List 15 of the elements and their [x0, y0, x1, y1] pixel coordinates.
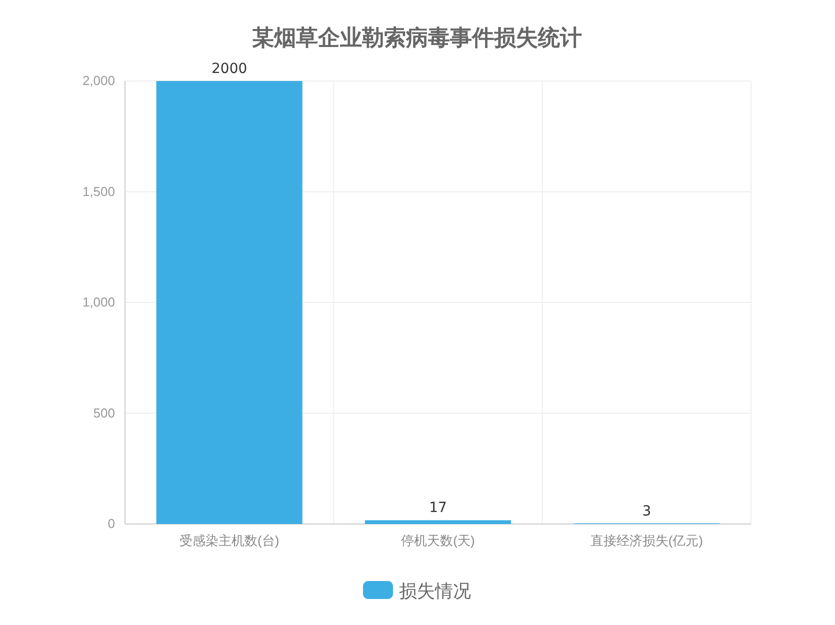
chart-title: 某烟草企业勒索病毒事件损失统计 [252, 25, 582, 51]
data-label: 3 [642, 503, 652, 520]
y-tick-label: 2,000 [82, 73, 115, 88]
legend-label: 损失情况 [399, 581, 471, 602]
y-tick-label: 0 [108, 516, 115, 532]
y-tick-label: 1,000 [82, 294, 115, 310]
y-tick-label: 500 [93, 405, 115, 420]
data-label: 2000 [212, 61, 248, 77]
x-tick-label: 受感染主机数(台) [179, 533, 280, 548]
x-tick-label: 直接经济损失(亿元) [590, 533, 704, 548]
y-tick-label: 1,500 [82, 184, 115, 199]
bar [156, 81, 302, 524]
bar [364, 520, 512, 524]
x-tick-label: 停机天数(天) [401, 533, 475, 548]
data-label: 17 [429, 500, 447, 516]
